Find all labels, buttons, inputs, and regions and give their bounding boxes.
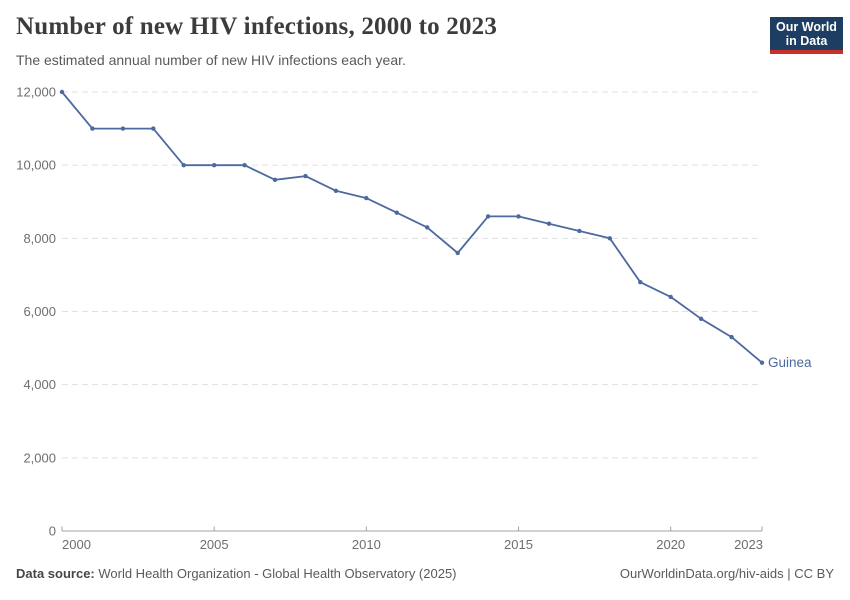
owid-logo[interactable]: Our World in Data xyxy=(770,17,843,54)
data-line[interactable] xyxy=(61,91,763,364)
footer-link[interactable]: OurWorldinData.org/hiv-aids | CC BY xyxy=(619,566,834,581)
x-axis-tick-label: 2000 xyxy=(62,537,91,552)
x-axis-tick-label: 2023 xyxy=(734,537,763,552)
data-point[interactable] xyxy=(59,89,65,95)
data-source-label: Data source: xyxy=(16,566,95,581)
y-axis-tick-label: 0 xyxy=(49,524,56,539)
data-point[interactable] xyxy=(455,250,460,256)
data-point[interactable] xyxy=(120,126,126,131)
data-point[interactable] xyxy=(698,316,704,321)
x-axis-tick-label: 2020 xyxy=(656,537,685,552)
y-axis-tick-label: 4,000 xyxy=(23,377,56,392)
data-point[interactable] xyxy=(364,195,369,201)
x-axis-tick-label: 2015 xyxy=(504,537,533,552)
data-point[interactable] xyxy=(516,214,521,219)
x-axis-tick-label: 2005 xyxy=(200,537,229,552)
chart-footer: Data source: World Health Organization -… xyxy=(16,566,834,581)
y-axis-tick-label: 10,000 xyxy=(16,158,56,173)
y-axis-tick-label: 6,000 xyxy=(23,304,56,319)
x-axis-tick-label: 2010 xyxy=(352,537,381,552)
data-point[interactable] xyxy=(546,221,552,226)
data-point[interactable] xyxy=(303,173,308,179)
chart-subtitle: The estimated annual number of new HIV i… xyxy=(16,52,406,68)
y-axis-tick-label: 8,000 xyxy=(23,231,56,246)
y-axis-tick-label: 12,000 xyxy=(16,85,56,100)
data-point[interactable] xyxy=(668,294,673,300)
data-point[interactable] xyxy=(607,236,612,241)
data-point[interactable] xyxy=(759,360,765,365)
data-point[interactable] xyxy=(151,126,156,131)
data-point[interactable] xyxy=(90,126,95,131)
data-point[interactable] xyxy=(425,225,430,230)
data-point[interactable] xyxy=(577,228,582,234)
owid-logo-line2: in Data xyxy=(785,34,828,48)
data-point[interactable] xyxy=(394,210,399,215)
data-point[interactable] xyxy=(485,214,491,219)
data-point[interactable] xyxy=(242,163,247,168)
data-source: Data source: World Health Organization -… xyxy=(16,566,457,581)
data-point[interactable] xyxy=(638,280,643,285)
y-axis-tick-label: 2,000 xyxy=(23,450,56,465)
data-point[interactable] xyxy=(333,188,339,193)
series-label[interactable]: Guinea xyxy=(768,355,812,370)
data-point[interactable] xyxy=(729,334,734,340)
data-point[interactable] xyxy=(272,177,278,182)
page-title: Number of new HIV infections, 2000 to 20… xyxy=(16,13,498,40)
owid-logo-line1: Our World xyxy=(776,20,837,34)
data-point[interactable] xyxy=(181,163,186,168)
data-source-text: World Health Organization - Global Healt… xyxy=(94,566,457,581)
data-point[interactable] xyxy=(212,163,217,168)
